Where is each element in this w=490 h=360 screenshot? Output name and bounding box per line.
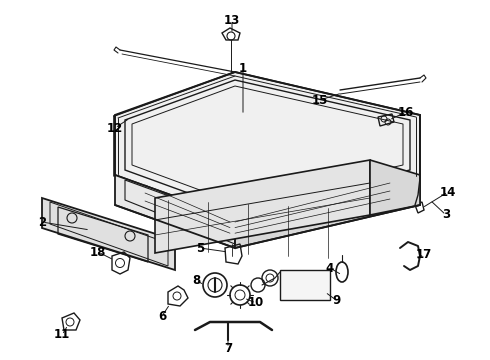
Text: 17: 17 [416,248,432,261]
Text: 10: 10 [248,297,264,310]
Text: 15: 15 [312,94,328,107]
Polygon shape [42,198,175,270]
Text: 5: 5 [196,242,204,255]
Text: 7: 7 [224,342,232,355]
Text: 3: 3 [442,208,450,221]
Text: 2: 2 [38,216,46,229]
Polygon shape [115,175,235,248]
Text: 11: 11 [54,328,70,342]
Text: 6: 6 [158,310,166,323]
Polygon shape [370,160,420,215]
Polygon shape [235,175,420,248]
Text: 16: 16 [398,105,414,118]
Text: 4: 4 [326,261,334,274]
Text: 1: 1 [239,62,247,75]
Polygon shape [115,72,420,218]
Polygon shape [280,270,330,300]
Text: 9: 9 [332,293,340,306]
Polygon shape [155,160,370,253]
Text: 18: 18 [90,246,106,258]
Text: 13: 13 [224,13,240,27]
Text: 8: 8 [192,274,200,287]
Text: 12: 12 [107,122,123,135]
Text: 14: 14 [440,185,456,198]
